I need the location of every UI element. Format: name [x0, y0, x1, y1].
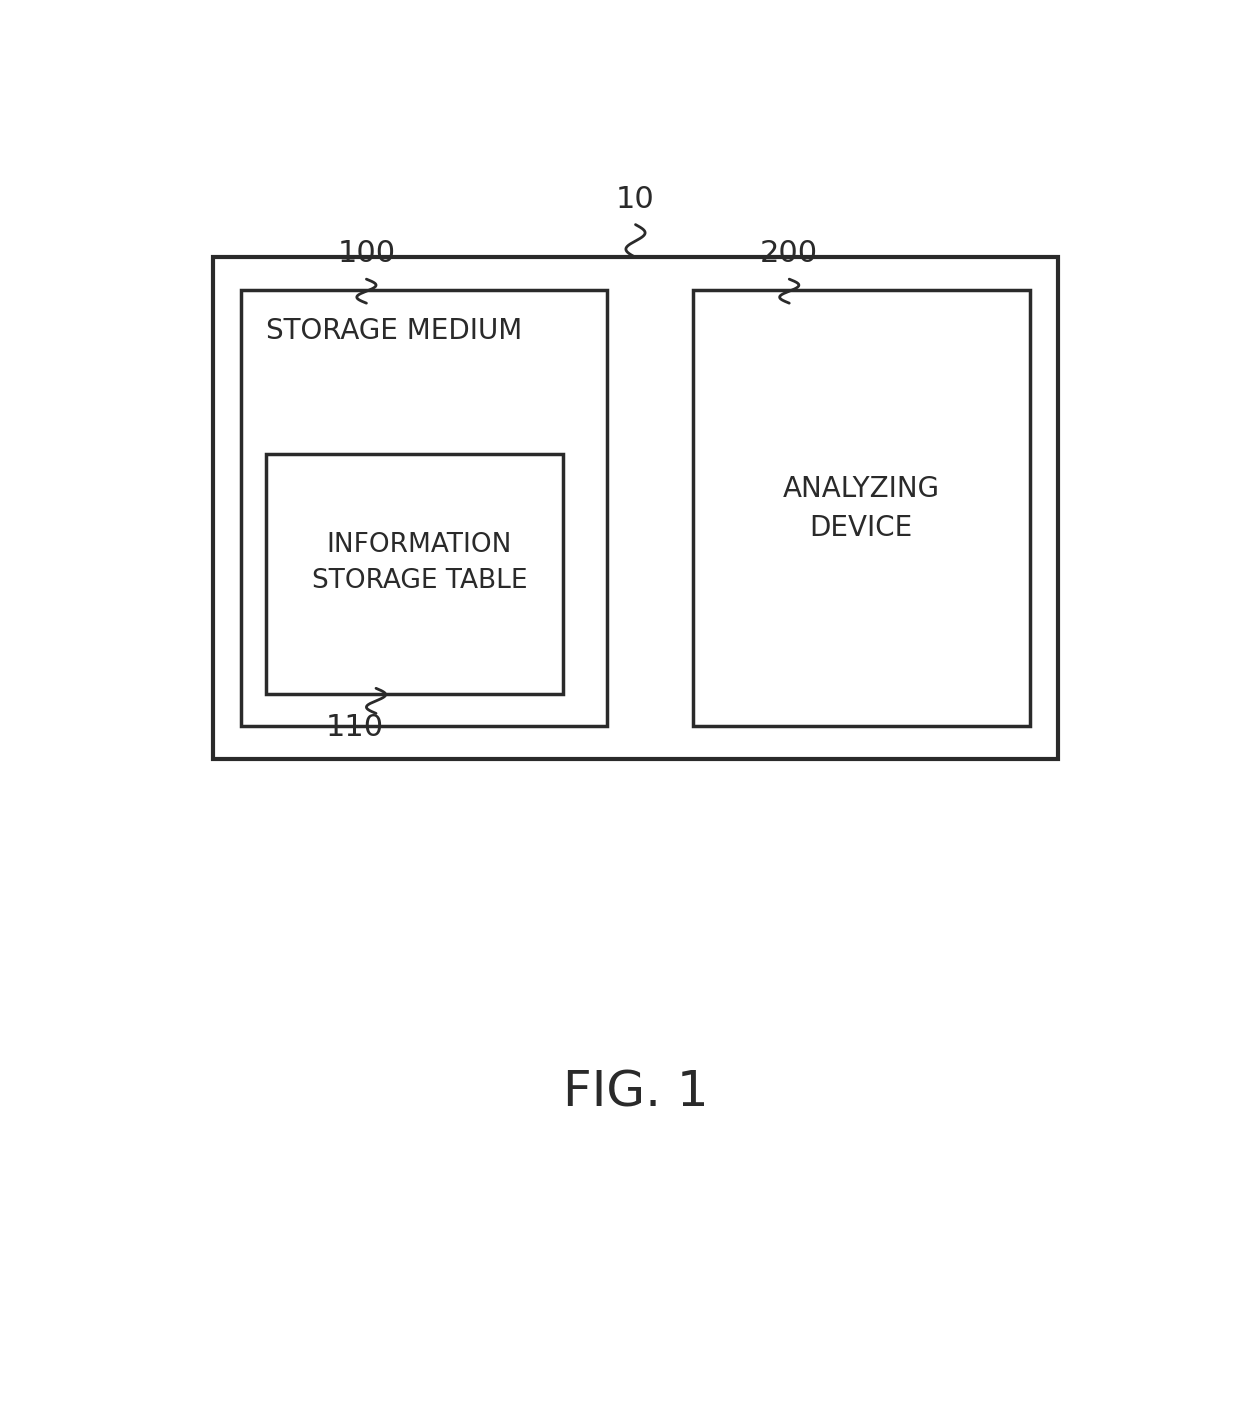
Text: STORAGE MEDIUM: STORAGE MEDIUM [265, 317, 522, 346]
Text: ANALYZING
DEVICE: ANALYZING DEVICE [782, 475, 940, 541]
Text: INFORMATION
STORAGE TABLE: INFORMATION STORAGE TABLE [311, 531, 527, 594]
Text: FIG. 1: FIG. 1 [563, 1068, 708, 1117]
Bar [265, 453, 563, 694]
Bar [213, 258, 1058, 760]
Text: 110: 110 [326, 713, 384, 743]
Text: 200: 200 [760, 239, 818, 268]
Text: 10: 10 [616, 184, 655, 214]
Text: 100: 100 [337, 239, 396, 268]
Bar [693, 290, 1029, 727]
Bar [242, 290, 606, 727]
